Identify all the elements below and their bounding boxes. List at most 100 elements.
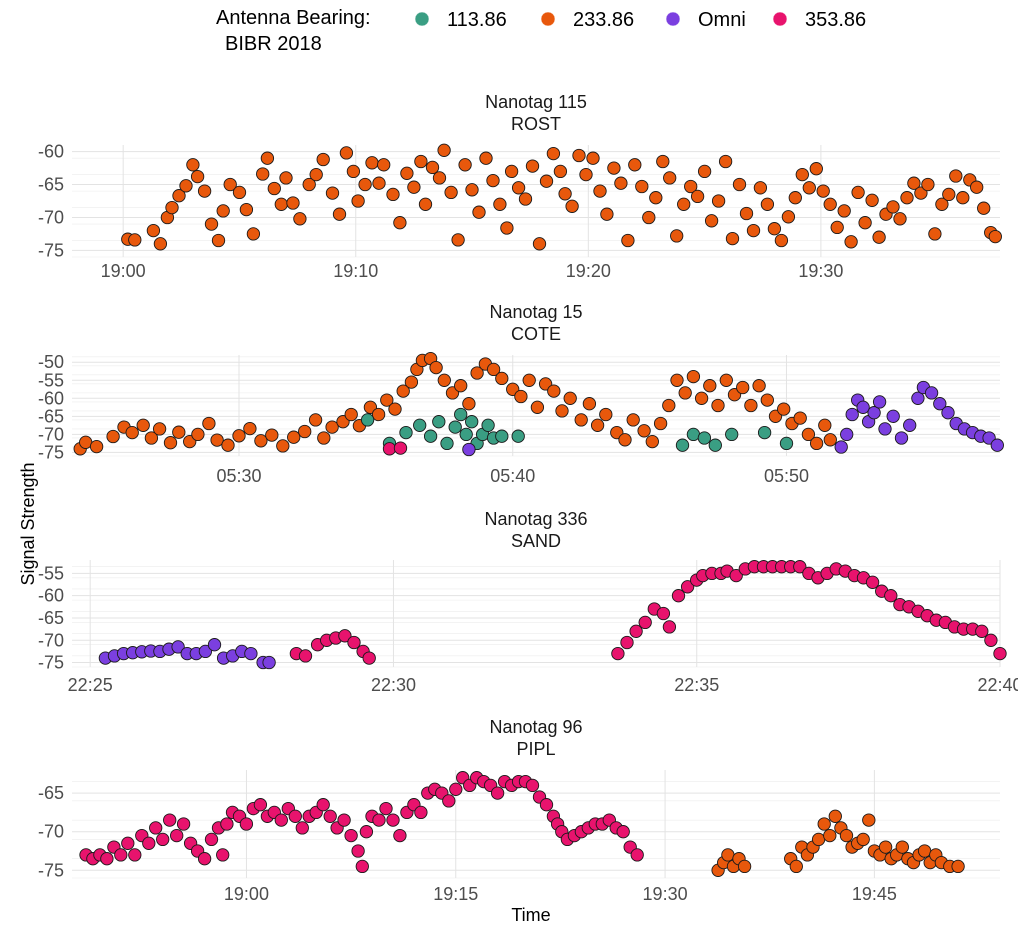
data-point [752, 379, 766, 393]
panel-subtitle: PIPL [516, 739, 555, 759]
legend-swatch-113 [414, 11, 430, 27]
data-point [246, 227, 261, 241]
data-point [555, 404, 569, 418]
data-point [302, 177, 316, 192]
data-point [753, 181, 768, 195]
data-point [470, 366, 484, 380]
data-point [444, 185, 458, 200]
data-point [711, 398, 725, 413]
x-tick-label: 19:30 [798, 261, 843, 281]
data-point [801, 427, 816, 442]
data-point [449, 782, 463, 796]
data-point [711, 194, 726, 208]
data-point [379, 801, 393, 816]
data-point [656, 606, 671, 621]
data-point [243, 421, 257, 436]
data-point [239, 817, 254, 831]
data-point [298, 424, 312, 439]
data-point [211, 233, 226, 248]
data-point [308, 413, 323, 427]
data-point [274, 197, 288, 211]
data-point [432, 415, 446, 429]
data-point [262, 655, 276, 670]
data-point [454, 379, 468, 393]
x-tick-label: 05:40 [490, 466, 535, 486]
data-point [626, 413, 640, 427]
data-point [462, 442, 476, 457]
data-point [172, 425, 186, 439]
data-point [582, 397, 597, 411]
data-point [152, 422, 167, 436]
data-point [114, 848, 128, 862]
data-point [553, 164, 568, 179]
legend-label-233: 233.86 [573, 9, 634, 31]
data-point [684, 179, 698, 194]
data-point [670, 229, 684, 243]
data-point [372, 813, 386, 827]
data-point [618, 433, 632, 447]
data-point [781, 210, 796, 224]
x-tick-label: 19:10 [333, 261, 378, 281]
data-point [472, 205, 486, 219]
data-point [418, 197, 433, 211]
data-point [878, 840, 893, 854]
data-point [670, 373, 684, 387]
data-point [635, 179, 649, 194]
data-point [757, 425, 772, 440]
data-point [425, 160, 440, 175]
data-point [680, 580, 695, 594]
data-point [823, 433, 837, 447]
data-point [316, 152, 330, 167]
data-point [620, 635, 634, 650]
data-point [834, 440, 848, 454]
data-point [136, 418, 150, 432]
data-point [244, 646, 258, 661]
data-point [607, 161, 621, 175]
data-point [760, 197, 775, 211]
data-point [186, 158, 200, 172]
x-tick-label: 05:50 [764, 466, 809, 486]
data-point [739, 206, 754, 221]
data-point [629, 624, 643, 638]
data-point [232, 429, 246, 443]
data-point [309, 167, 323, 182]
data-point [121, 836, 135, 850]
data-point [490, 786, 505, 800]
data-point [267, 181, 281, 196]
data-point [393, 216, 407, 230]
data-point [884, 589, 898, 603]
data-point [393, 441, 408, 455]
data-point [642, 210, 656, 225]
data-point [867, 406, 881, 420]
data-point [760, 393, 774, 407]
data-point [621, 233, 635, 248]
data-point [949, 169, 963, 183]
data-point [171, 640, 185, 654]
data-point [779, 436, 794, 451]
data-point [677, 197, 691, 211]
data-point [407, 180, 421, 194]
data-point [638, 615, 652, 630]
data-point [703, 379, 717, 393]
data-point [462, 397, 476, 411]
data-point [975, 624, 989, 638]
x-tick-label: 05:30 [216, 466, 261, 486]
data-point [565, 199, 579, 213]
data-point [663, 171, 677, 185]
data-point [393, 828, 407, 843]
data-point [729, 568, 743, 583]
legend-swatch-233 [540, 11, 556, 27]
data-point [921, 177, 935, 192]
data-point [346, 164, 361, 179]
data-point [746, 223, 761, 238]
data-point [823, 197, 837, 211]
data-point [216, 204, 230, 218]
data-point [675, 438, 690, 452]
data-point [518, 192, 533, 206]
data-point [795, 167, 809, 182]
x-tick-label: 19:15 [433, 884, 478, 904]
data-point [637, 424, 651, 438]
data-point [125, 425, 139, 440]
data-point [928, 227, 942, 241]
data-point [933, 397, 947, 411]
